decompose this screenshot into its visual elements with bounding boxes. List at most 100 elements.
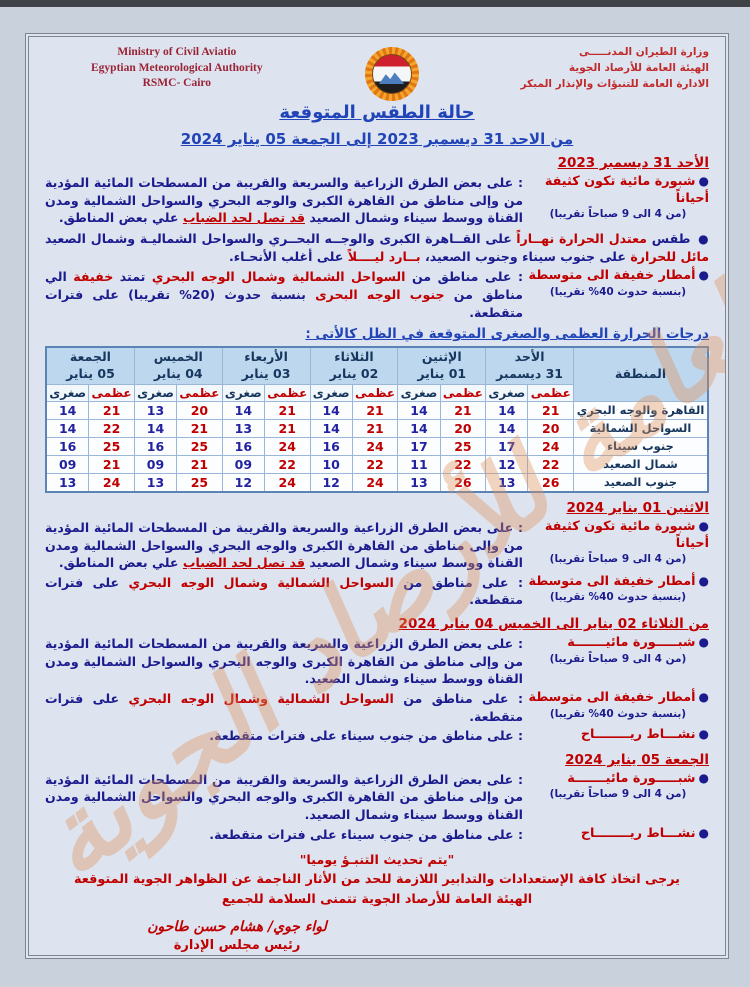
bullet-dot: ● <box>693 231 709 246</box>
bullet-label-note: (من 4 الى 9 صباحاً تقريبا) <box>549 788 687 801</box>
temp-min-cell: 14 <box>397 418 441 438</box>
temp-max-cell: 24 <box>263 472 311 493</box>
bullet-label: ●شبورة مائية تكون كثيفة أحياناً (من 4 الى… <box>527 174 709 227</box>
temp-max-cell: 20 <box>527 418 574 438</box>
region-row: القاهرة والوجه البحري 21 14 21 14 21 14 21 14 20 1… <box>45 400 709 420</box>
temp-max-cell: 25 <box>439 436 487 456</box>
forecast-bullet: ●شبـــــورة مائيـــــــة (من 4 الى 9 صباح… <box>45 771 709 824</box>
min-label-cell: صغرى <box>309 383 353 402</box>
temp-max-cell: 24 <box>88 472 135 493</box>
bullet-label-note: (من 4 الى 9 صباحاً تقريبا) <box>549 652 687 665</box>
day-name: الأحد <box>514 349 545 365</box>
text-segment: : على مناطق من جنوب سيناء على فترات متقط… <box>209 728 523 744</box>
text-segment: قد تصل لحد الضباب <box>182 555 305 571</box>
region-row: جنوب سيناء 24 17 25 17 24 16 24 16 25 16 25 16 <box>45 436 709 456</box>
section-date-header: الاثنين 01 يناير 2024 <box>566 499 709 516</box>
forecast-bullet: ●أمطار خفيفة الى متوسطة (بنسبة حدوث 40% ت… <box>45 574 709 609</box>
bullet-label-text: شبـــــورة مائيـــــــة <box>567 770 696 786</box>
page-border-frame: الهيئة العامة للأرصاد الجوية Ministry of… <box>28 36 726 956</box>
bullet-description: : على بعض الطرق الزراعية والسريعة والقري… <box>45 635 523 688</box>
min-label-cell: صغرى <box>485 383 529 402</box>
authority-emblem-icon <box>364 47 419 101</box>
temp-min-cell: 14 <box>485 400 529 420</box>
text-segment: معتدل الحرارة نهــاراً <box>516 230 647 246</box>
region-cell: جنوب الصعيد <box>573 472 709 493</box>
advice-note: يرجى اتخاذ كافة الإستعدادات والتدابير ال… <box>74 872 680 888</box>
temp-min-cell: 14 <box>45 400 90 420</box>
forecast-date-range: من الاحد 31 ديسمبر 2023 إلى الجمعة 05 ين… <box>180 130 574 148</box>
day-name: الخميس <box>153 349 203 365</box>
temp-min-cell: 13 <box>221 418 265 438</box>
min-label-cell: صغرى <box>45 383 90 402</box>
temp-max-cell: 21 <box>439 400 487 420</box>
day-name: الأربعاء <box>244 349 288 365</box>
temp-max-cell: 22 <box>88 418 135 438</box>
temp-max-cell: 20 <box>439 418 487 438</box>
max-label-cell: عظمى <box>88 383 135 402</box>
forecast-bullet: ●أمطار خفيفة الى متوسطة (بنسبة حدوث 40% ت… <box>45 268 709 321</box>
forecast-bullet-fullwidth: ● طقس معتدل الحرارة نهــاراً على القــاه… <box>45 230 709 265</box>
temp-max-cell: 25 <box>176 472 223 493</box>
bullet-label-note: (بنسبة حدوث 40% تقريبا) <box>549 285 687 298</box>
region-cell: القاهرة والوجه البحري <box>573 400 709 420</box>
temp-max-cell: 21 <box>263 418 311 438</box>
temp-max-cell: 21 <box>527 400 574 420</box>
bullet-label: ●أمطار خفيفة الى متوسطة (بنسبة حدوث 40% ت… <box>527 690 709 725</box>
forecast-bullet: ●شبـــــورة مائيـــــــة (من 4 الى 9 صباح… <box>45 635 709 688</box>
department-line-ar: الادارة العامة للتنبؤات والإنذار المبكر <box>520 77 709 90</box>
temp-min-cell: 09 <box>133 454 178 474</box>
bullet-description: : على مناطق من السواحل الشمالية وشمال ال… <box>45 268 523 321</box>
bullet-dot: ● <box>698 689 709 704</box>
region-row: شمال الصعيد 22 12 22 11 22 10 22 09 21 09 21 09 <box>45 454 709 474</box>
forecast-section: الاثنين 01 يناير 2024 ●شبورة مائية تكون ك… <box>45 500 709 609</box>
bullet-label-text: نشـــاط ريــــــــاح <box>580 825 696 841</box>
temp-min-cell: 13 <box>45 472 90 493</box>
text-segment: : على مناطق من <box>393 574 523 590</box>
text-segment: السواحل الشمالية وشمال الوجه البحري <box>151 269 406 285</box>
temp-min-cell: 12 <box>221 472 265 493</box>
temp-max-cell: 22 <box>263 454 311 474</box>
temp-min-cell: 09 <box>45 454 90 474</box>
text-segment: تمتد <box>113 269 152 285</box>
text-segment: على جنوب سيناء وجنوب الصعيد، <box>420 248 631 264</box>
day-date: 03 يناير <box>241 366 291 382</box>
text-segment: : على بعض الطرق الزراعية والسريعة والقري… <box>45 636 523 687</box>
temp-max-cell: 25 <box>88 436 135 456</box>
text-segment: بــارد ليــــلاً <box>347 248 421 264</box>
bullet-label-note: (من 4 الى 9 صباحاً تقريبا) <box>549 553 687 566</box>
temp-min-cell: 12 <box>309 472 353 493</box>
region-header-cell: المنطقة <box>573 346 709 402</box>
temp-min-cell: 17 <box>397 436 441 456</box>
section-date-header: الجمعة 05 يناير 2024 <box>565 751 709 768</box>
temp-max-cell: 22 <box>351 454 399 474</box>
region-row: جنوب الصعيد 26 13 26 13 24 12 24 12 25 13 24 13 <box>45 472 709 493</box>
temp-max-cell: 20 <box>176 400 223 420</box>
day-header-cell: الأحد 31 ديسمبر <box>485 346 574 385</box>
weather-bulletin-page: الهيئة العامة للأرصاد الجوية Ministry of… <box>25 33 729 959</box>
text-segment: : على بعض الطرق الزراعية والسريعة والقري… <box>45 519 523 571</box>
safety-wish: الهيئة العامة للأرصاد الجوية تتمنى السلا… <box>221 891 533 907</box>
text-segment: : على مناطق من جنوب سيناء على فترات متقط… <box>209 826 523 842</box>
day-header-cell: الجمعة 05 يناير <box>45 346 135 385</box>
temp-min-cell: 16 <box>309 436 353 456</box>
bullet-dot: ● <box>698 635 709 650</box>
day-header-row: المنطقة الأحد 31 ديسمبر الإثنين 01 يناير الثل… <box>45 346 709 402</box>
text-segment: السواحل الشمالية وشمال الوجه البحري <box>128 574 394 590</box>
temp-min-cell: 14 <box>221 400 265 420</box>
temp-min-cell: 13 <box>133 472 178 493</box>
text-segment: على فترات متقطعة. <box>45 574 523 608</box>
region-cell: جنوب سيناء <box>573 436 709 456</box>
bullet-description: : على مناطق من جنوب سيناء على فترات متقط… <box>45 727 523 745</box>
bullet-label-text: نشـــاط ريــــــــاح <box>580 727 696 743</box>
temp-max-cell: 21 <box>176 418 223 438</box>
bullet-label-text: أمطار خفيفة الى متوسطة <box>528 573 696 589</box>
temp-max-cell: 21 <box>88 400 135 420</box>
day-name: الثلاثاء <box>334 349 374 365</box>
bullet-description: : على مناطق من السواحل الشمالية وشمال ال… <box>45 690 523 725</box>
temp-min-cell: 10 <box>309 454 353 474</box>
temp-min-cell: 14 <box>485 418 529 438</box>
authority-line-en: Egyptian Meteorological Authority <box>91 61 263 74</box>
signature-block: لواء جوي/ هشام حسن طاحون رئيس مجلس الإدا… <box>87 919 387 953</box>
temp-max-cell: 21 <box>263 400 311 420</box>
rsmc-line-en: RSMC- Cairo <box>142 77 212 90</box>
